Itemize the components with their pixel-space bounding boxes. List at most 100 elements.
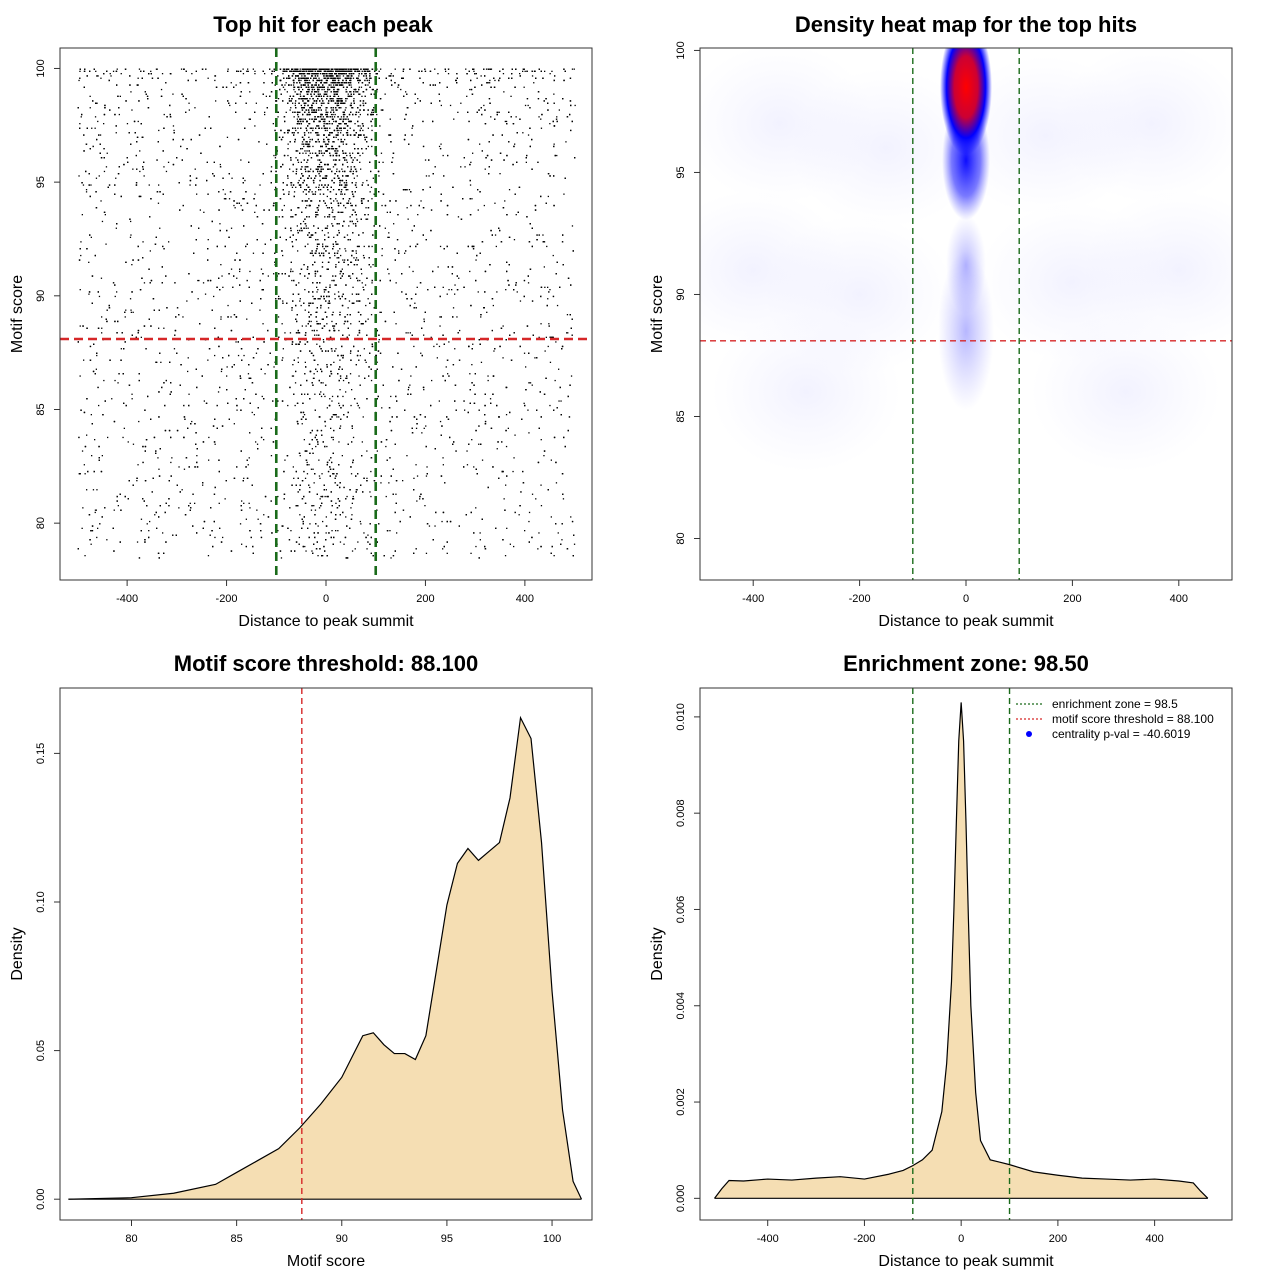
scatter-point	[373, 107, 375, 109]
scatter-point	[440, 104, 442, 107]
scatter-point	[428, 175, 430, 177]
scatter-point	[306, 473, 309, 475]
scatter-point	[409, 332, 411, 334]
scatter-point	[348, 200, 350, 202]
scatter-point	[440, 143, 442, 145]
scatter-point	[342, 211, 344, 213]
scatter-point	[540, 505, 543, 507]
scatter-point	[197, 279, 199, 282]
scatter-point	[543, 266, 545, 268]
scatter-point	[334, 218, 336, 220]
scatter-point	[302, 152, 304, 154]
scatter-point	[336, 200, 338, 202]
scatter-point	[458, 277, 460, 279]
scatter-point	[188, 109, 190, 111]
scatter-point	[358, 82, 360, 84]
scatter-point	[127, 441, 129, 443]
scatter-point	[96, 489, 98, 491]
scatter-point	[332, 245, 335, 248]
scatter-point	[288, 191, 290, 193]
scatter-point	[292, 364, 294, 366]
scatter-point	[219, 223, 221, 225]
scatter-point	[203, 211, 205, 213]
scatter-point	[306, 79, 308, 82]
scatter-point	[301, 75, 303, 77]
scatter-point	[81, 450, 84, 452]
scatter-point	[347, 93, 349, 95]
scatter-point	[454, 348, 456, 350]
scatter-point	[560, 400, 562, 402]
scatter-point	[329, 127, 331, 129]
scatter-point	[284, 88, 286, 91]
scatter-point	[94, 509, 97, 511]
scatter-point	[94, 127, 96, 129]
scatter-point	[213, 295, 215, 298]
scatter-point	[301, 143, 303, 145]
scatter-point	[263, 439, 265, 441]
scatter-point	[157, 457, 159, 459]
scatter-point	[349, 277, 352, 279]
scatter-point	[294, 104, 296, 107]
scatter-point	[359, 154, 361, 157]
scatter-point	[222, 536, 224, 539]
scatter-point	[332, 216, 334, 218]
scatter-point	[277, 530, 279, 532]
scatter-point	[331, 279, 333, 282]
scatter-point	[344, 259, 346, 261]
scatter-point	[348, 300, 351, 302]
scatter-point	[122, 436, 124, 439]
scatter-point	[309, 113, 311, 116]
scatter-point	[390, 557, 392, 559]
scatter-point	[446, 293, 448, 295]
scatter-point	[424, 159, 427, 161]
scatter-point	[313, 482, 315, 484]
scatter-point	[370, 495, 372, 498]
scatter-point	[367, 214, 369, 216]
scatter-point	[320, 307, 322, 309]
scatter-point	[302, 88, 304, 91]
scatter-point	[90, 236, 92, 238]
scatter-point	[516, 291, 518, 293]
scatter-point	[80, 116, 82, 118]
scatter-point	[540, 127, 543, 129]
scatter-point	[341, 98, 343, 100]
scatter-point	[466, 450, 468, 452]
scatter-point	[293, 477, 295, 479]
scatter-point	[445, 366, 447, 368]
scatter-point	[137, 464, 139, 466]
scatter-point	[477, 209, 479, 211]
scatter-point	[348, 225, 350, 227]
scatter-point	[172, 93, 174, 95]
scatter-point	[294, 91, 296, 93]
scatter-point	[316, 141, 318, 143]
scatter-point	[335, 134, 337, 136]
scatter-point	[307, 227, 309, 229]
scatter-point	[487, 68, 489, 70]
scatter-point	[337, 250, 339, 252]
scatter-point	[324, 68, 326, 70]
scatter-point	[523, 86, 525, 88]
scatter-point	[515, 214, 517, 216]
scatter-point	[95, 177, 98, 179]
scatter-point	[189, 502, 191, 504]
scatter-point	[518, 514, 520, 516]
scatter-point	[336, 102, 338, 104]
scatter-point	[397, 86, 399, 88]
scatter-point	[513, 457, 515, 459]
scatter-point	[420, 200, 422, 202]
scatter-point	[553, 93, 555, 95]
scatter-point	[309, 486, 311, 489]
scatter-point	[316, 334, 318, 336]
scatter-point	[445, 70, 447, 72]
scatter-point	[487, 375, 489, 377]
scatter-point	[322, 520, 324, 523]
scatter-point	[489, 398, 492, 400]
scatter-point	[346, 234, 349, 236]
scatter-point	[97, 527, 99, 529]
scatter-point	[129, 236, 132, 238]
scatter-point	[254, 193, 256, 195]
scatter-point	[367, 84, 369, 86]
scatter-point	[466, 95, 468, 97]
scatter-point	[326, 207, 329, 209]
scatter-point	[255, 352, 258, 354]
